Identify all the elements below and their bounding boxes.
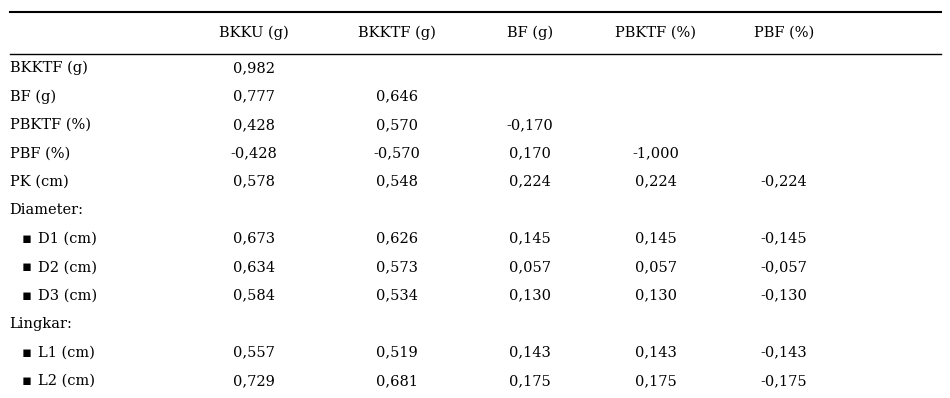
Text: 0,519: 0,519 — [376, 345, 417, 359]
Text: PBKTF (%): PBKTF (%) — [10, 118, 90, 132]
Text: 0,634: 0,634 — [233, 260, 276, 274]
Text: D1 (cm): D1 (cm) — [38, 232, 97, 246]
Text: -0,224: -0,224 — [760, 175, 807, 189]
Text: 0,130: 0,130 — [508, 289, 551, 302]
Text: 0,578: 0,578 — [233, 175, 276, 189]
Text: ▪: ▪ — [22, 289, 31, 302]
Text: 0,224: 0,224 — [508, 175, 551, 189]
Text: -0,570: -0,570 — [373, 146, 420, 160]
Text: 0,224: 0,224 — [635, 175, 676, 189]
Text: ▪: ▪ — [22, 232, 31, 246]
Text: 0,982: 0,982 — [233, 61, 276, 75]
Text: 0,130: 0,130 — [635, 289, 676, 302]
Text: -0,170: -0,170 — [506, 118, 553, 132]
Text: BF (g): BF (g) — [506, 25, 553, 40]
Text: 0,548: 0,548 — [375, 175, 418, 189]
Text: PBKTF (%): PBKTF (%) — [615, 26, 696, 40]
Text: -0,145: -0,145 — [760, 232, 807, 246]
Text: 0,584: 0,584 — [233, 289, 276, 302]
Text: ▪: ▪ — [22, 260, 31, 274]
Text: 0,428: 0,428 — [233, 118, 276, 132]
Text: -0,428: -0,428 — [231, 146, 277, 160]
Text: 0,145: 0,145 — [635, 232, 676, 246]
Text: PBF (%): PBF (%) — [10, 146, 69, 160]
Text: 0,170: 0,170 — [508, 146, 551, 160]
Text: PBF (%): PBF (%) — [753, 26, 814, 40]
Text: -0,143: -0,143 — [760, 345, 807, 359]
Text: 0,646: 0,646 — [375, 90, 418, 103]
Text: 0,175: 0,175 — [635, 374, 676, 388]
Text: L2 (cm): L2 (cm) — [38, 374, 95, 388]
Text: 0,681: 0,681 — [375, 374, 418, 388]
Text: Diameter:: Diameter: — [10, 203, 84, 217]
Text: 0,729: 0,729 — [233, 374, 276, 388]
Text: 0,557: 0,557 — [233, 345, 276, 359]
Text: 0,143: 0,143 — [635, 345, 676, 359]
Text: L1 (cm): L1 (cm) — [38, 345, 95, 359]
Text: 0,143: 0,143 — [508, 345, 551, 359]
Text: 0,570: 0,570 — [375, 118, 418, 132]
Text: -0,175: -0,175 — [760, 374, 807, 388]
Text: BKKTF (g): BKKTF (g) — [358, 25, 435, 40]
Text: 0,777: 0,777 — [233, 90, 276, 103]
Text: ▪: ▪ — [22, 345, 31, 359]
Text: ▪: ▪ — [22, 374, 31, 388]
Text: 0,145: 0,145 — [509, 232, 550, 246]
Text: -0,130: -0,130 — [760, 289, 807, 302]
Text: BF (g): BF (g) — [10, 89, 56, 103]
Text: 0,175: 0,175 — [509, 374, 550, 388]
Text: Lingkar:: Lingkar: — [10, 317, 72, 331]
Text: 0,057: 0,057 — [508, 260, 551, 274]
Text: BKKTF (g): BKKTF (g) — [10, 61, 87, 75]
Text: -1,000: -1,000 — [632, 146, 679, 160]
Text: BKKU (g): BKKU (g) — [219, 25, 289, 40]
Text: 0,626: 0,626 — [375, 232, 418, 246]
Text: D3 (cm): D3 (cm) — [38, 289, 97, 302]
Text: 0,057: 0,057 — [635, 260, 676, 274]
Text: 0,673: 0,673 — [233, 232, 276, 246]
Text: 0,534: 0,534 — [375, 289, 418, 302]
Text: D2 (cm): D2 (cm) — [38, 260, 97, 274]
Text: PK (cm): PK (cm) — [10, 175, 68, 189]
Text: 0,573: 0,573 — [375, 260, 418, 274]
Text: -0,057: -0,057 — [760, 260, 807, 274]
